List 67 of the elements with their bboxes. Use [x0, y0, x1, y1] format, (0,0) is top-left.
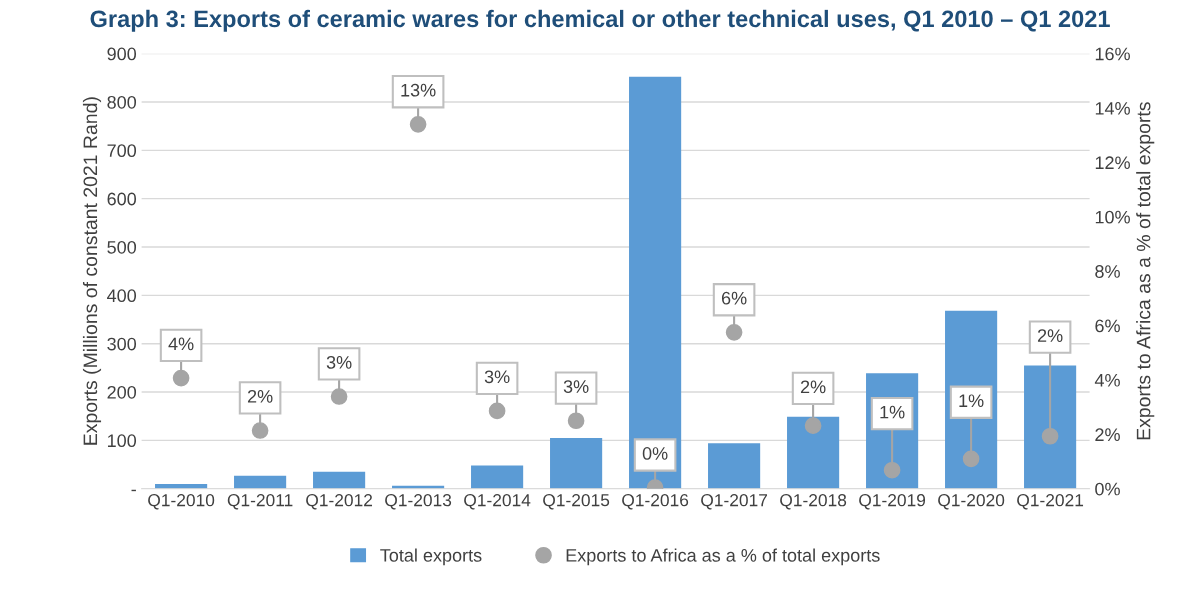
- y2-tick-label: 0%: [1095, 482, 1120, 496]
- data-label: 0%: [642, 447, 668, 460]
- point: [883, 461, 901, 479]
- point: [409, 116, 427, 133]
- data-label: 6%: [721, 291, 747, 305]
- point: [488, 402, 506, 420]
- data-label: 2%: [1037, 329, 1063, 342]
- y-tick-label: 600: [107, 192, 137, 206]
- y2-tick-label: 2%: [1095, 428, 1120, 441]
- y-tick-label: -: [131, 489, 136, 492]
- point: [1041, 427, 1059, 445]
- y-tick-label: 800: [107, 95, 137, 109]
- x-tick-label: Q1-2013: [385, 494, 452, 510]
- data-label: 2%: [247, 389, 273, 403]
- bar: [708, 443, 761, 489]
- x-tick-label: Q1-2014: [464, 494, 531, 510]
- data-label: 4%: [168, 337, 194, 351]
- data-label: 1%: [880, 405, 905, 419]
- data-label: 3%: [563, 380, 589, 393]
- y-axis-title: Exports (Millions of constant 2021 Rand): [82, 97, 102, 445]
- x-tick-label: Q1-2020: [938, 494, 1005, 510]
- x-tick-label: Q1-2012: [306, 494, 373, 510]
- data-label: 1%: [959, 394, 984, 408]
- y2-tick-label: 14%: [1095, 102, 1130, 115]
- point: [804, 417, 822, 434]
- point: [251, 422, 269, 439]
- y2-tick-label: 8%: [1095, 265, 1120, 278]
- y-tick-label: 200: [107, 385, 137, 399]
- bar: [313, 471, 366, 489]
- bar: [629, 76, 682, 489]
- bar: [787, 416, 840, 489]
- data-label: 13%: [401, 83, 436, 97]
- point: [725, 324, 743, 341]
- y2-tick-label: 10%: [1095, 210, 1130, 224]
- x-tick-label: Q1-2016: [622, 494, 689, 510]
- y-tick-label: 100: [107, 434, 137, 448]
- legend-label: Exports to Africa as a % of total exports: [566, 548, 880, 566]
- x-tick-label: Q1-2010: [148, 494, 215, 510]
- point: [330, 388, 348, 405]
- legend-label: Total exports: [380, 548, 482, 566]
- y2-axis-title: Exports to Africa as a % of total exports: [1136, 102, 1155, 440]
- bar: [234, 475, 287, 489]
- x-tick-label: Q1-2015: [543, 494, 610, 510]
- x-tick-label: Q1-2021: [1017, 494, 1084, 510]
- y2-tick-label: 12%: [1095, 156, 1130, 170]
- y-tick-label: 700: [107, 144, 137, 158]
- data-label: 3%: [326, 355, 352, 369]
- y2-tick-label: 6%: [1095, 319, 1120, 333]
- bar: [550, 437, 603, 489]
- point: [172, 369, 190, 387]
- y-tick-label: 900: [107, 47, 137, 61]
- y2-tick-label: 4%: [1094, 373, 1120, 387]
- point: [567, 412, 585, 430]
- y-tick-label: 500: [107, 240, 137, 254]
- y2-tick-label: 16%: [1095, 47, 1130, 61]
- bar: [1024, 365, 1077, 489]
- chart-title: Graph 3: Exports of ceramic wares for chemical or other technical uses, Q1 2010 – Q1 2021: [90, 9, 1110, 32]
- point: [962, 450, 980, 468]
- x-tick-label: Q1-2018: [780, 494, 847, 510]
- x-tick-label: Q1-2019: [859, 494, 926, 510]
- data-label: 2%: [800, 380, 826, 394]
- data-label: 3%: [484, 370, 510, 384]
- x-tick-label: Q1-2011: [227, 494, 293, 510]
- y-tick-label: 400: [107, 289, 137, 303]
- x-tick-label: Q1-2017: [701, 494, 768, 510]
- bar: [471, 465, 524, 489]
- y-tick-label: 300: [107, 337, 137, 351]
